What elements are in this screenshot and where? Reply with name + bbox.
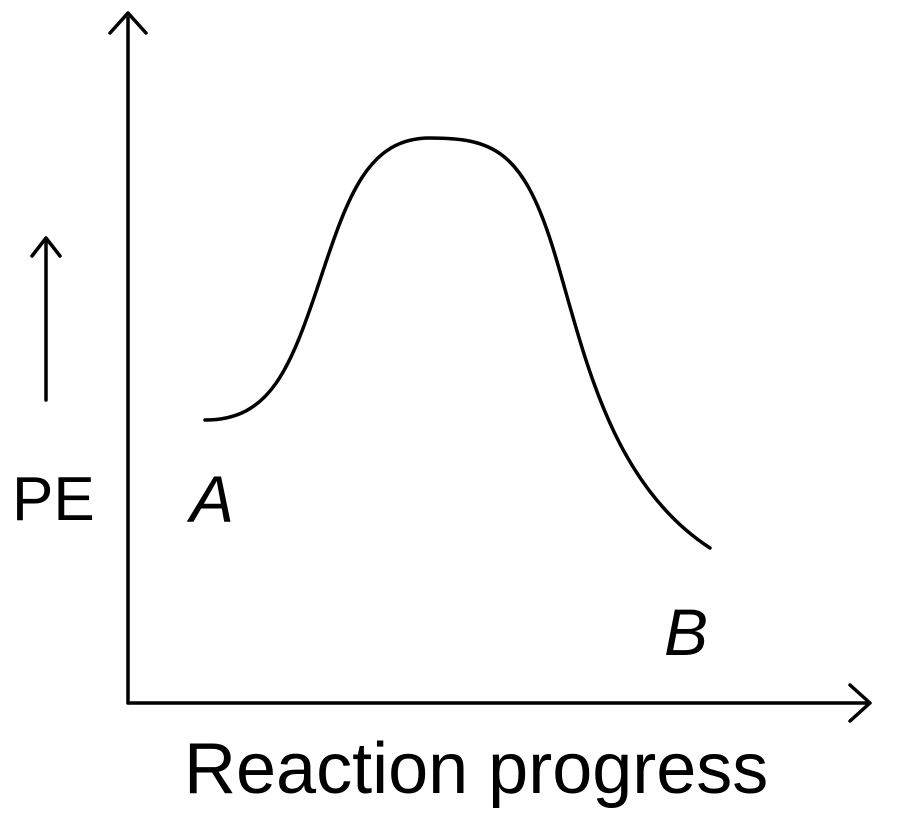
end-label: B bbox=[664, 595, 708, 669]
y-axis-arrowhead bbox=[108, 11, 148, 35]
energy-curve bbox=[203, 136, 712, 550]
y-axis-label: PE bbox=[12, 465, 95, 534]
start-label: A bbox=[186, 462, 234, 536]
x-axis-label: Reaction progress bbox=[184, 729, 768, 809]
pe-arrowhead bbox=[30, 236, 62, 258]
x-axis-arrowhead bbox=[848, 683, 872, 723]
